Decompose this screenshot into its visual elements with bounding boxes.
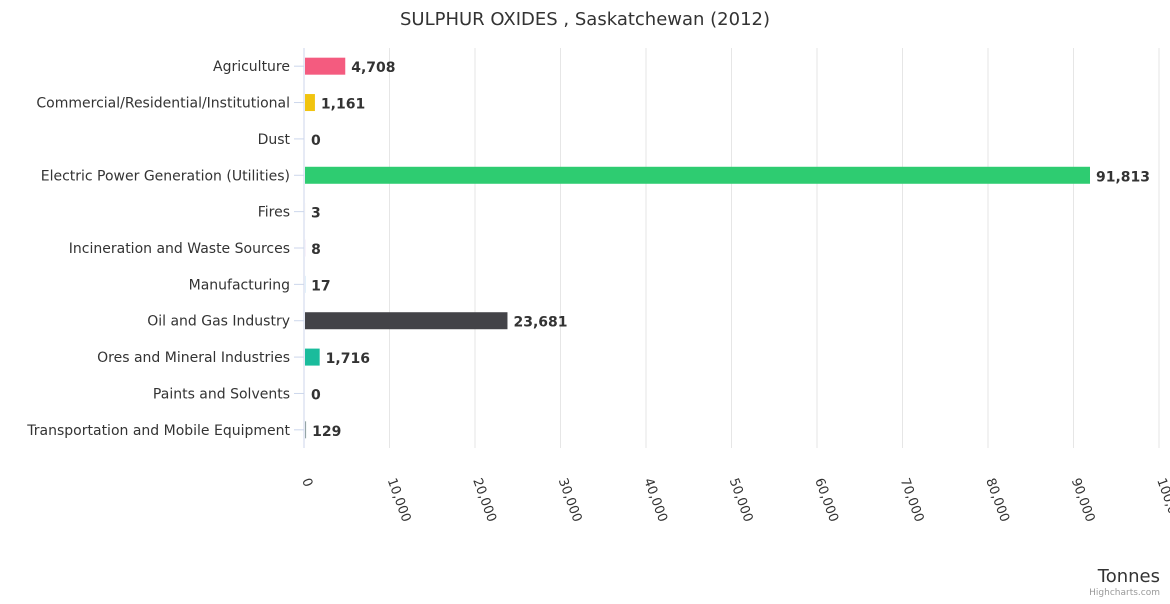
bar — [305, 167, 1090, 184]
x-tick-label: 80,000 — [982, 476, 1012, 524]
data-label: 0 — [311, 133, 321, 149]
x-tick-label: 20,000 — [469, 476, 499, 524]
category-label: Electric Power Generation (Utilities) — [41, 168, 290, 184]
credits[interactable]: Highcharts.com — [1089, 588, 1160, 598]
data-label: 23,681 — [513, 315, 567, 331]
x-tick-label: 30,000 — [555, 476, 585, 524]
x-tick-label: 60,000 — [811, 476, 841, 524]
x-tick-label: 0 — [298, 476, 315, 489]
data-label: 1,161 — [321, 97, 365, 113]
data-label: 17 — [311, 278, 330, 294]
data-label: 4,708 — [351, 60, 395, 76]
category-label: Agriculture — [213, 59, 290, 75]
bar — [305, 94, 315, 111]
x-tick-label: 90,000 — [1068, 476, 1098, 524]
category-label: Transportation and Mobile Equipment — [26, 423, 290, 439]
chart-title: SULPHUR OXIDES , Saskatchewan (2012) — [400, 9, 770, 30]
bar — [305, 58, 345, 75]
data-label: 8 — [311, 242, 321, 258]
axis-title: Tonnes — [1097, 566, 1160, 587]
bar — [305, 312, 507, 329]
x-tick-label: 70,000 — [897, 476, 927, 524]
bar — [305, 421, 306, 438]
data-label: 3 — [311, 206, 321, 222]
category-label: Dust — [258, 132, 291, 148]
data-label: 129 — [312, 424, 341, 440]
x-tick-label: 100,000 — [1153, 476, 1170, 532]
category-label: Incineration and Waste Sources — [69, 241, 290, 257]
data-label: 91,813 — [1096, 169, 1150, 185]
category-label: Paints and Solvents — [153, 386, 290, 402]
data-label: 1,716 — [326, 351, 370, 367]
x-tick-label: 50,000 — [726, 476, 756, 524]
category-label: Commercial/Residential/Institutional — [36, 96, 290, 112]
x-tick-label: 10,000 — [384, 476, 414, 524]
category-label: Ores and Mineral Industries — [97, 350, 290, 366]
data-label: 0 — [311, 387, 321, 403]
x-tick-label: 40,000 — [640, 476, 670, 524]
category-label: Oil and Gas Industry — [147, 314, 290, 330]
bar — [305, 349, 320, 366]
category-label: Fires — [258, 205, 290, 221]
category-label: Manufacturing — [189, 277, 290, 293]
